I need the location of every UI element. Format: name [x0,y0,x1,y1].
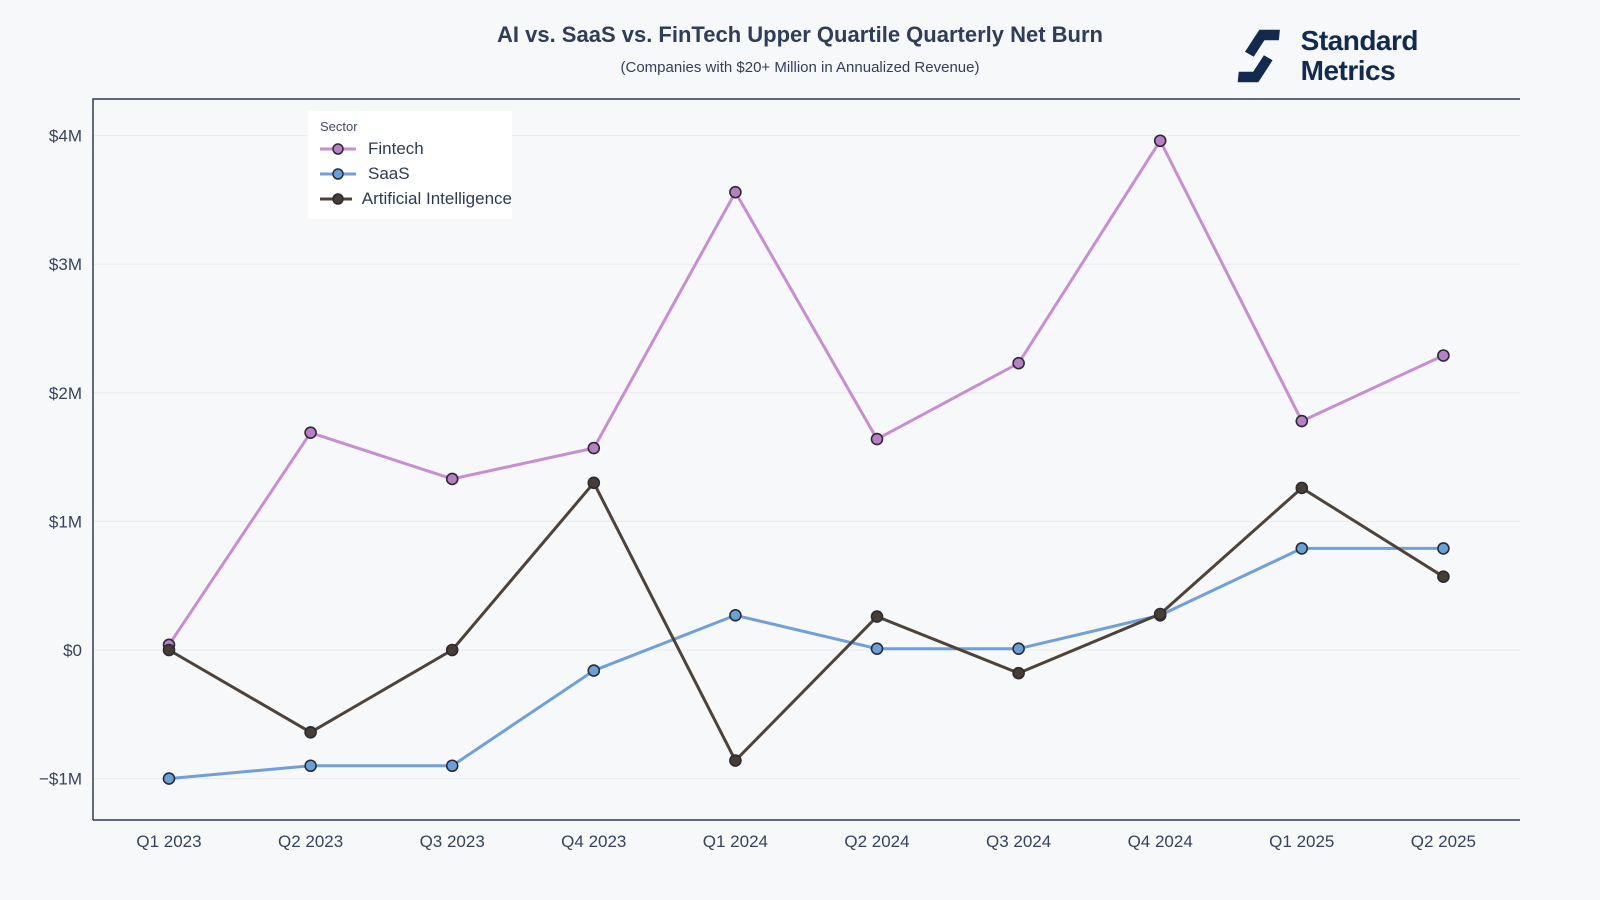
x-axis-tick-label: Q3 2023 [420,832,485,851]
brand-name-line1: Standard [1300,25,1419,56]
legend-label: Fintech [368,139,424,158]
saas-point[interactable] [1295,542,1309,555]
axis-frame [92,98,1520,820]
artificial-intelligence-point[interactable] [304,726,317,739]
y-axis-tick-label: $2M [49,384,82,403]
artificial-intelligence-point[interactable] [587,476,601,490]
legend-swatch [320,193,352,205]
artificial-intelligence-point[interactable] [162,643,176,657]
saas-point[interactable] [162,772,176,785]
fintech-line [167,139,1445,647]
artificial-intelligence-point[interactable] [1012,666,1025,680]
y-axis-tick-label: $3M [49,255,82,274]
y-axis-tick-label: $0 [63,641,82,660]
artificial-intelligence-point[interactable] [1153,607,1167,621]
standard-metrics-logo-icon [1237,29,1280,83]
x-axis-tick-label: Q1 2025 [1269,832,1334,851]
legend-entries: Fintech SaaS Artificial Intelligence [318,139,512,209]
legend-swatch [320,168,356,180]
x-axis-tick-label: Q2 2025 [1411,832,1476,851]
brand-name: Standard Metrics [1300,25,1419,86]
fintech-point[interactable] [729,185,742,199]
artificial-intelligence-point[interactable] [870,610,884,623]
fintech-point[interactable] [445,472,459,486]
x-axis-tick-label: Q1 2024 [703,832,768,851]
fintech-point[interactable] [1437,349,1450,362]
fintech-point[interactable] [1295,414,1309,428]
y-axis-tick-label: −$1M [39,770,82,789]
artificial-intelligence-point[interactable] [729,754,742,767]
y-axis-tick-label: $4M [49,127,82,146]
legend-swatch [320,143,356,155]
legend-title: Sector [320,119,358,134]
brand-logo: Standard Metrics [1232,25,1419,86]
fintech-point[interactable] [870,432,884,446]
x-axis-tick-label: Q2 2024 [844,832,909,851]
legend-label: SaaS [368,164,410,183]
x-axis-tick-label: Q1 2023 [136,832,201,851]
saas-point[interactable] [1012,642,1025,656]
saas-line [167,546,1445,781]
chart-title: AI vs. SaaS vs. FinTech Upper Quartile Q… [497,22,1103,47]
x-axis-tick-label: Q4 2024 [1128,832,1193,851]
y-axis-tick-label: $1M [49,512,82,531]
artificial-intelligence-point[interactable] [1295,481,1309,495]
fintech-point[interactable] [304,426,317,439]
artificial-intelligence-line [167,481,1445,763]
saas-point[interactable] [870,642,884,656]
x-axis-tick-label: Q3 2024 [986,832,1051,851]
fintech-point[interactable] [1153,134,1167,148]
artificial-intelligence-point[interactable] [445,643,459,657]
chart-legend: Sector Fintech SaaS Artificial Intelligenc… [308,111,512,219]
artificial-intelligence-point[interactable] [1437,570,1450,583]
legend-entry-saas[interactable]: SaaS [318,164,512,184]
x-axis-tick-label: Q4 2023 [561,832,626,851]
saas-point[interactable] [445,759,459,773]
saas-point[interactable] [729,608,742,622]
x-axis-tick-label: Q2 2023 [278,832,343,851]
legend-entry-fintech[interactable]: Fintech [318,139,512,159]
fintech-point[interactable] [587,441,601,455]
legend-entry-artificial-intelligence[interactable]: Artificial Intelligence [318,189,512,209]
fintech-point[interactable] [1012,356,1025,370]
chart-subtitle: (Companies with $20+ Million in Annualiz… [620,59,980,76]
saas-point[interactable] [304,759,317,773]
legend-label: Artificial Intelligence [361,189,512,208]
brand-name-line2: Metrics [1300,54,1396,86]
saas-point[interactable] [1437,542,1450,555]
saas-point[interactable] [587,664,601,677]
